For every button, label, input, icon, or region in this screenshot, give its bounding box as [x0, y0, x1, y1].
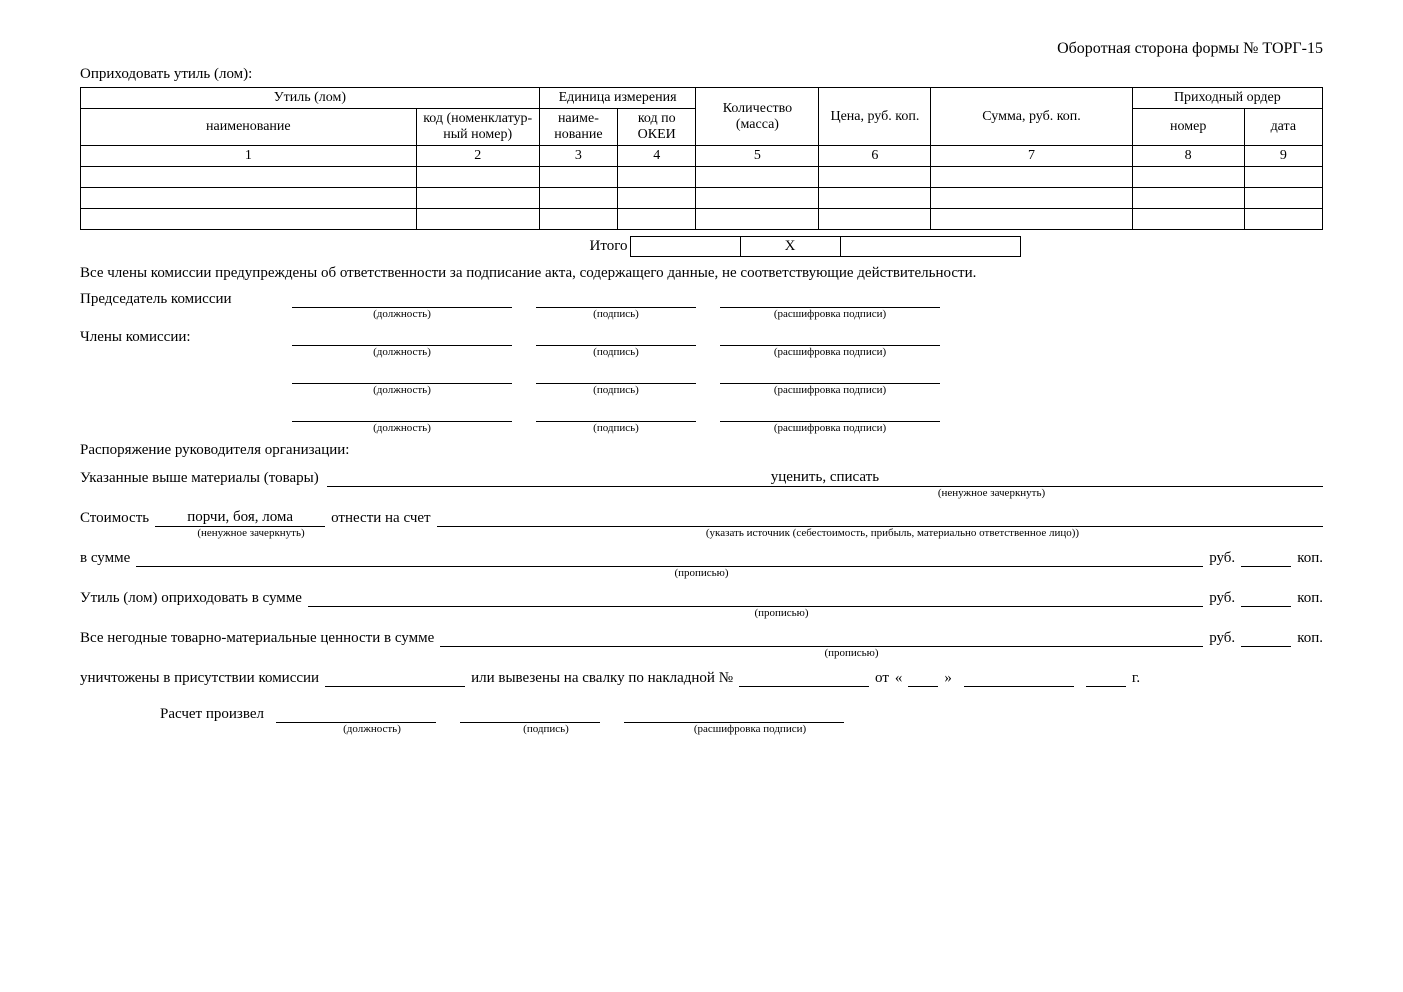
- cost-attr: отнести на счет: [331, 510, 430, 527]
- propisyu: (прописью): [80, 567, 1323, 579]
- section-title: Оприходовать утиль (лом):: [80, 66, 1323, 83]
- col-num: 2: [416, 146, 539, 167]
- kop: коп.: [1297, 550, 1323, 567]
- th-naimenovanie: наименование: [81, 109, 417, 146]
- cap: (подпись): [536, 384, 696, 396]
- col-num: 8: [1132, 146, 1244, 167]
- itogo-x: Х: [740, 237, 840, 257]
- cost-attr-cap: (указать источник (себестоимость, прибыл…: [462, 527, 1323, 539]
- itogo-label: Итого: [560, 237, 630, 257]
- col-num: 9: [1244, 146, 1322, 167]
- th-naime-novanie: наиме-нование: [539, 109, 617, 146]
- col-num: 3: [539, 146, 617, 167]
- cap: (должность): [292, 384, 512, 396]
- th-kod: код (номенклатур-ный номер): [416, 109, 539, 146]
- th-kolichestvo: Количество (масса): [696, 88, 819, 146]
- or-taken: или вывезены на свалку по накладной №: [471, 670, 733, 687]
- form-header: Оборотная сторона формы № ТОРГ-15: [80, 40, 1323, 58]
- itogo-row: Итого Х: [80, 236, 1323, 257]
- cap: (расшифровка подписи): [640, 723, 860, 735]
- laquo: «: [895, 670, 903, 687]
- ot: от: [875, 670, 889, 687]
- col-num: 1: [81, 146, 417, 167]
- propisyu: (прописью): [360, 607, 1203, 619]
- th-util: Утиль (лом): [81, 88, 540, 109]
- col-num: 7: [931, 146, 1132, 167]
- cap: (подпись): [536, 346, 696, 358]
- warning-text: Все члены комиссии предупреждены об отве…: [80, 265, 1323, 282]
- cost-cause: порчи, боя, лома: [155, 509, 325, 527]
- col-num: 6: [819, 146, 931, 167]
- th-nomer: номер: [1132, 109, 1244, 146]
- rub: руб.: [1209, 590, 1235, 607]
- th-edinica: Единица измерения: [539, 88, 696, 109]
- destroyed-label: уничтожены в присутствии комиссии: [80, 670, 319, 687]
- raschet-label: Расчет произвел: [160, 706, 264, 723]
- cost-label: Стоимость: [80, 510, 149, 527]
- scrap-table: Утиль (лом) Единица измерения Количество…: [80, 87, 1323, 230]
- cap: (должность): [292, 346, 512, 358]
- th-kod-okei: код по ОКЕИ: [618, 109, 696, 146]
- action-text: уценить, списать: [607, 469, 1043, 487]
- caption-dolzhnost: (должность): [292, 308, 512, 320]
- cap: (расшифровка подписи): [720, 384, 940, 396]
- cap: (должность): [292, 723, 452, 735]
- chairman-label: Председатель комиссии: [80, 291, 280, 308]
- order-label: Распоряжение руководителя организации:: [80, 442, 1323, 459]
- rub: руб.: [1209, 630, 1235, 647]
- v-summe: в сумме: [80, 550, 130, 567]
- th-prihodny: Приходный ордер: [1132, 88, 1322, 109]
- caption-rasshif: (расшифровка подписи): [720, 308, 940, 320]
- caption-podpis: (подпись): [536, 308, 696, 320]
- cap: (подпись): [476, 723, 616, 735]
- propisyu: (прописью): [500, 647, 1203, 659]
- col-num: 5: [696, 146, 819, 167]
- materials-label: Указанные выше материалы (товары): [80, 470, 319, 487]
- g: г.: [1132, 670, 1140, 687]
- th-cena: Цена, руб. коп.: [819, 88, 931, 146]
- negodnye-label: Все негодные товарно-материальные ценнос…: [80, 630, 434, 647]
- members-label: Члены комиссии:: [80, 329, 280, 346]
- cap: (должность): [292, 422, 512, 434]
- kop: коп.: [1297, 630, 1323, 647]
- kop: коп.: [1297, 590, 1323, 607]
- table-row: [81, 209, 1323, 230]
- cap: (расшифровка подписи): [720, 346, 940, 358]
- table-row: [81, 188, 1323, 209]
- th-data: дата: [1244, 109, 1322, 146]
- cap: (расшифровка подписи): [720, 422, 940, 434]
- rub: руб.: [1209, 550, 1235, 567]
- raquo: »: [944, 670, 952, 687]
- cap: (подпись): [536, 422, 696, 434]
- th-summa: Сумма, руб. коп.: [931, 88, 1132, 146]
- action-caption: (ненужное зачеркнуть): [660, 487, 1323, 499]
- col-num: 4: [618, 146, 696, 167]
- table-row: [81, 167, 1323, 188]
- util-sum-label: Утиль (лом) оприходовать в сумме: [80, 590, 302, 607]
- cost-cause-cap: (ненужное зачеркнуть): [166, 527, 336, 539]
